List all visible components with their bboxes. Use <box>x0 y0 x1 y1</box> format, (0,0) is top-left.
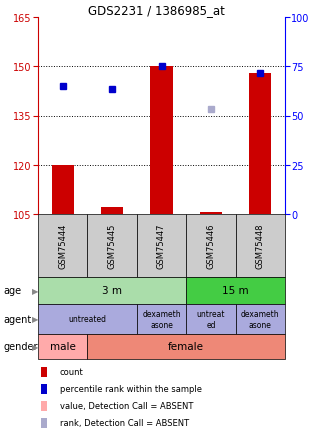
Text: agent: agent <box>3 314 31 324</box>
Text: GSM75445: GSM75445 <box>108 224 117 269</box>
Text: GSM75448: GSM75448 <box>256 223 265 269</box>
Text: 3 m: 3 m <box>102 286 122 296</box>
Text: GDS2231 / 1386985_at: GDS2231 / 1386985_at <box>88 4 225 17</box>
Text: rank, Detection Call = ABSENT: rank, Detection Call = ABSENT <box>60 418 189 427</box>
Text: ▶: ▶ <box>32 342 38 351</box>
Text: age: age <box>3 286 21 296</box>
Text: 15 m: 15 m <box>222 286 249 296</box>
Text: untreated: untreated <box>69 315 106 324</box>
Bar <box>200 213 222 214</box>
Text: female: female <box>168 342 204 352</box>
Text: GSM75447: GSM75447 <box>157 223 166 269</box>
Bar <box>52 165 74 214</box>
Bar <box>101 208 123 214</box>
Bar <box>249 74 271 214</box>
Text: dexameth
asone: dexameth asone <box>241 309 280 329</box>
Text: ▶: ▶ <box>32 286 38 295</box>
Bar <box>150 67 172 214</box>
Text: GSM75444: GSM75444 <box>58 224 67 269</box>
Text: value, Detection Call = ABSENT: value, Detection Call = ABSENT <box>60 401 193 411</box>
Text: dexameth
asone: dexameth asone <box>142 309 181 329</box>
Text: ▶: ▶ <box>32 315 38 324</box>
Text: gender: gender <box>3 342 38 352</box>
Text: percentile rank within the sample: percentile rank within the sample <box>60 385 202 394</box>
Text: GSM75446: GSM75446 <box>206 223 215 269</box>
Text: untreat
ed: untreat ed <box>197 309 225 329</box>
Text: male: male <box>50 342 76 352</box>
Text: count: count <box>60 368 84 377</box>
